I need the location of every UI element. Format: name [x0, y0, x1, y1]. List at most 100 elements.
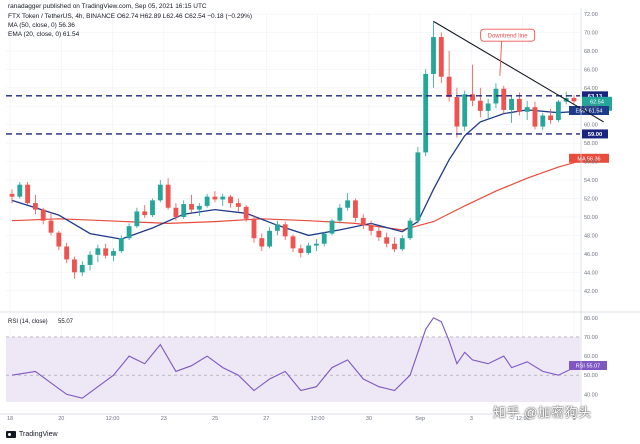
candle — [407, 217, 413, 241]
candle-body — [306, 245, 312, 253]
candle-body — [142, 211, 148, 216]
candle — [337, 204, 343, 224]
candle — [111, 248, 116, 262]
time-tick-label: 23 — [161, 416, 167, 422]
price-tick-label: 46.00 — [584, 252, 598, 258]
candle — [72, 256, 77, 279]
candle-body — [87, 254, 93, 265]
annotation-pointer — [499, 41, 503, 76]
candle-body — [56, 232, 62, 247]
candle — [399, 235, 405, 252]
ma50-series — [11, 157, 590, 231]
candle-body — [267, 230, 273, 247]
ma-legend[interactable]: MA (50, close, 0) 56.36 — [8, 22, 75, 30]
candle — [173, 203, 179, 221]
candle — [321, 231, 327, 247]
rsi-legend: RSI (14, close) — [8, 319, 48, 325]
candle — [446, 50, 452, 102]
candle — [243, 204, 249, 222]
price-axis-tag-label: EMA 61.54 — [576, 109, 603, 115]
candle-body — [290, 236, 296, 249]
candle-body — [470, 94, 475, 101]
candle-body — [477, 100, 483, 111]
candle-body — [532, 107, 538, 127]
rsi-legend-value: 55.07 — [58, 319, 74, 325]
candle-body — [150, 200, 155, 216]
candle-body — [431, 37, 436, 74]
candle-body — [376, 230, 382, 238]
candle-body — [423, 73, 429, 153]
candle — [571, 95, 577, 104]
candle-body — [157, 184, 163, 201]
ma50-line — [11, 157, 590, 231]
symbol-name: FTX Token / TetherUS, 4h, BINANCE — [8, 13, 116, 20]
candle-body — [259, 238, 265, 247]
candle — [32, 194, 38, 215]
candle — [165, 178, 171, 210]
candle — [532, 101, 538, 130]
rsi-series: RSI (14, close) 55.07 RSI 55.07 — [8, 317, 607, 399]
candle-body — [329, 220, 335, 234]
candle-body — [251, 218, 257, 239]
candle — [329, 218, 335, 236]
candle — [87, 251, 93, 271]
candle — [134, 207, 140, 229]
time-tick-label: 18 — [7, 416, 13, 422]
rsi-tick-label: 80.00 — [584, 316, 598, 322]
candle-body — [282, 224, 288, 237]
candle — [384, 232, 390, 248]
candle — [509, 95, 514, 123]
candle-body — [212, 196, 218, 200]
candle-body — [181, 204, 187, 217]
time-tick-label: 20 — [58, 416, 64, 422]
candle — [493, 83, 499, 109]
level-price-label: 59.00 — [588, 132, 603, 138]
candle — [282, 221, 288, 241]
candle-body — [274, 224, 280, 231]
time-tick-label: 25 — [212, 416, 218, 422]
tradingview-footer[interactable]: TradingView — [6, 431, 58, 438]
candle-body — [446, 76, 452, 98]
candle — [438, 32, 444, 84]
candle — [548, 109, 554, 124]
price-tick-label: 66.00 — [584, 67, 598, 73]
candle-body — [72, 259, 77, 273]
candle-body — [407, 220, 413, 239]
candle-body — [32, 203, 38, 210]
ema-legend[interactable]: EMA (20, close, 0) 61.54 — [8, 31, 79, 39]
price-tick-label: 48.00 — [584, 233, 598, 239]
candle-body — [399, 238, 405, 250]
candle — [368, 220, 374, 236]
candle-body — [438, 37, 444, 77]
candle-body — [165, 184, 171, 208]
candle-body — [196, 205, 202, 210]
price-tick-label: 60.00 — [584, 123, 598, 129]
price-tick-label: 56.00 — [584, 160, 598, 166]
candle-body — [134, 211, 140, 227]
candle-body — [313, 243, 319, 246]
price-axis-tag-label: MA 56.36 — [577, 156, 600, 162]
candle — [181, 200, 187, 219]
candle — [220, 193, 226, 206]
candle — [524, 100, 530, 121]
annotation-label: Downtrend line — [488, 34, 529, 40]
candle-body — [509, 98, 514, 110]
time-tick-label: 5 — [572, 416, 575, 422]
price-axis-tag — [569, 106, 609, 116]
watermark: 知乎 @加密狗头 — [493, 405, 592, 420]
candle-body — [48, 220, 54, 233]
rsi-tick-label: 60.00 — [584, 354, 598, 360]
time-tick-label: 3 — [470, 416, 473, 422]
price-axis-tag-label: 62.54 — [590, 99, 604, 105]
candle — [540, 112, 546, 131]
candle — [64, 242, 70, 264]
candle-body — [321, 233, 327, 244]
price-tick-label: 42.00 — [584, 289, 598, 295]
candle-body — [501, 88, 507, 110]
candle — [267, 227, 273, 249]
rsi-band-area — [6, 336, 580, 402]
candle-body — [454, 97, 460, 127]
candle-body — [243, 206, 249, 219]
rsi-band — [6, 336, 580, 402]
